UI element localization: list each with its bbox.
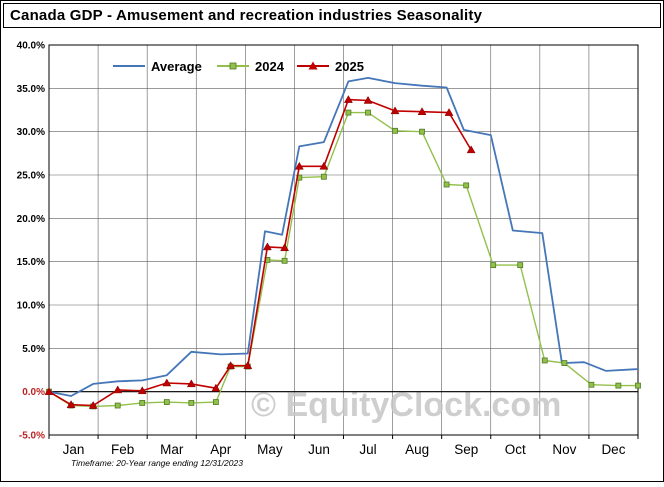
svg-text:Jul: Jul xyxy=(359,442,376,457)
svg-text:10.0%: 10.0% xyxy=(17,301,45,312)
svg-text:Oct: Oct xyxy=(505,442,526,457)
legend-item-Average: Average xyxy=(113,59,202,74)
svg-text:Jan: Jan xyxy=(63,442,85,457)
svg-text:0.0%: 0.0% xyxy=(22,387,45,398)
svg-text:Average: Average xyxy=(151,59,202,74)
svg-text:Apr: Apr xyxy=(210,442,232,457)
series-line-Average xyxy=(48,77,639,397)
chart-title: Canada GDP - Amusement and recreation in… xyxy=(10,7,483,24)
legend-item-2025: 2025 xyxy=(297,59,364,74)
svg-text:Aug: Aug xyxy=(405,442,429,457)
svg-text:Sep: Sep xyxy=(454,442,478,457)
svg-text:35.0%: 35.0% xyxy=(17,84,45,95)
svg-text:15.0%: 15.0% xyxy=(17,257,45,268)
seasonality-line-chart: © EquityClock.com -5.0% 0.0% 5.0% 10.0% 15.0%… xyxy=(17,41,641,468)
equityclock-watermark: © EquityClock.com xyxy=(251,386,561,424)
x-axis-labels: Jan Feb Mar Apr May Jun Jul Aug Sep Oct Nov Dec xyxy=(63,442,626,457)
title-bar: Canada GDP - Amusement and recreation in… xyxy=(3,3,661,28)
x-axis-ticks xyxy=(48,435,639,439)
svg-text:Jun: Jun xyxy=(308,442,330,457)
legend-item-2024: 2024 xyxy=(217,59,285,74)
series-line-2025 xyxy=(48,98,472,407)
svg-text:30.0%: 30.0% xyxy=(17,127,45,138)
svg-text:Dec: Dec xyxy=(601,442,625,457)
svg-text:May: May xyxy=(257,442,283,457)
y-axis-labels: -5.0% 0.0% 5.0% 10.0% 15.0% 20.0% 25.0% 30.0% 35… xyxy=(17,41,45,442)
series-markers-2025 xyxy=(44,95,476,409)
timeframe-footnote: Timeframe: 20-Year range ending 12/31/20… xyxy=(71,458,243,468)
svg-text:2025: 2025 xyxy=(335,59,364,74)
svg-text:Nov: Nov xyxy=(552,442,576,457)
legend: Average 2024 2025 xyxy=(113,59,364,74)
svg-text:40.0%: 40.0% xyxy=(17,41,45,52)
svg-text:2024: 2024 xyxy=(255,59,285,74)
svg-text:20.0%: 20.0% xyxy=(17,214,45,225)
svg-text:Mar: Mar xyxy=(160,442,184,457)
svg-text:25.0%: 25.0% xyxy=(17,171,45,182)
chart-area: © EquityClock.com -5.0% 0.0% 5.0% 10.0% 15.0%… xyxy=(1,30,663,482)
svg-text:Feb: Feb xyxy=(111,442,134,457)
svg-text:-5.0%: -5.0% xyxy=(19,431,45,442)
svg-text:5.0%: 5.0% xyxy=(22,344,45,355)
